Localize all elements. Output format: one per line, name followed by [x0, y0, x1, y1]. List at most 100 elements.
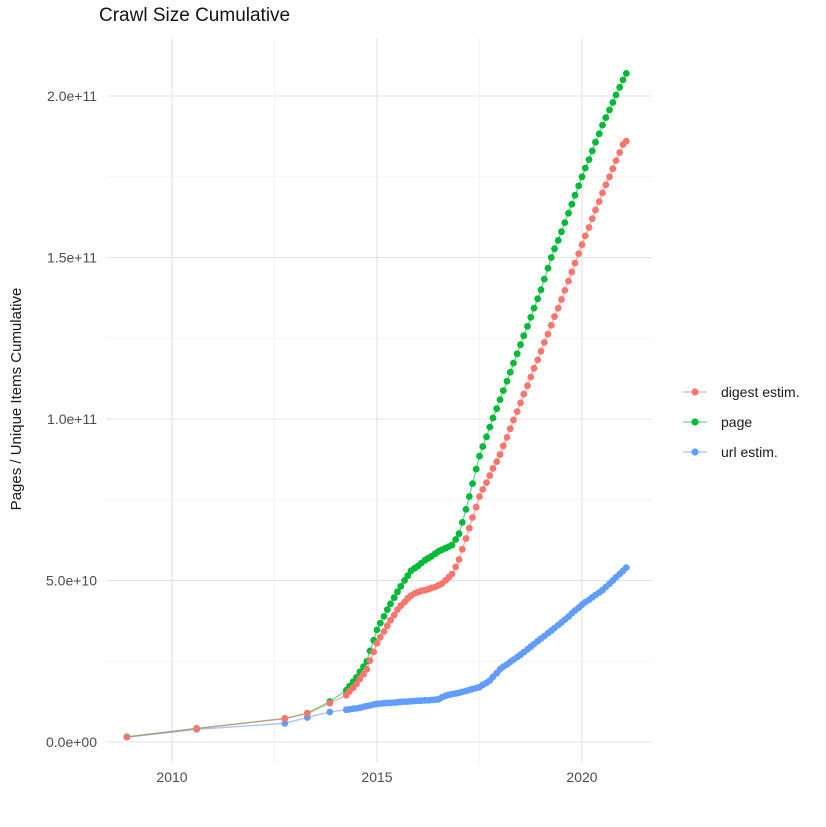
data-point — [360, 670, 367, 678]
data-point — [568, 200, 576, 208]
data-point — [581, 232, 589, 240]
data-point — [530, 364, 538, 372]
data-point — [383, 622, 391, 630]
data-point — [193, 725, 201, 733]
data-point — [472, 503, 480, 511]
data-point — [458, 545, 466, 553]
data-point — [588, 147, 596, 155]
data-point — [595, 130, 603, 138]
data-point — [486, 472, 494, 479]
data-point — [540, 339, 548, 346]
data-point — [561, 287, 569, 294]
data-point — [479, 443, 487, 450]
legend-label: digest estim. — [721, 384, 800, 400]
legend: digest estim. page url estim. — [681, 377, 800, 467]
data-point — [452, 563, 460, 571]
data-point — [448, 570, 456, 578]
data-point — [581, 164, 589, 172]
data-point — [326, 708, 334, 716]
data-point — [506, 425, 514, 433]
series-url-estim — [123, 564, 630, 741]
grid-major — [106, 38, 652, 763]
data-point — [547, 254, 555, 261]
data-point — [373, 626, 381, 634]
data-point — [404, 572, 412, 580]
data-point — [619, 76, 627, 84]
data-point — [524, 382, 531, 390]
data-point — [622, 70, 630, 77]
data-point — [599, 121, 606, 129]
legend-item: url estim. — [681, 437, 800, 467]
x-tick-label: 2015 — [361, 769, 392, 785]
y-tick-label: 1.5e+11 — [47, 250, 97, 266]
data-point — [622, 564, 630, 571]
data-point — [540, 275, 548, 283]
y-tick-label: 2.0e+11 — [47, 88, 97, 104]
data-point — [397, 582, 405, 590]
x-tick-label: 2020 — [566, 769, 597, 785]
data-point — [510, 416, 517, 424]
data-point — [551, 313, 558, 320]
data-point — [524, 322, 531, 330]
chart-title: Crawl Size Cumulative — [99, 5, 291, 26]
data-point — [353, 680, 360, 688]
data-point — [123, 733, 131, 741]
data-point — [483, 479, 490, 486]
data-point — [612, 91, 620, 99]
data-point — [609, 99, 617, 106]
data-point — [578, 173, 586, 181]
data-point — [575, 182, 583, 190]
data-point — [527, 313, 535, 321]
data-point — [616, 83, 624, 91]
data-point — [592, 206, 599, 214]
data-point — [303, 710, 311, 717]
data-point — [496, 451, 504, 458]
data-point — [380, 628, 388, 635]
data-point — [565, 277, 572, 285]
axis-tick-labels: 0.0e+00 5.0e+10 1.0e+11 1.5e+11 2.0e+11 2010 2… — [46, 88, 598, 785]
data-point — [517, 341, 524, 349]
data-point — [486, 423, 494, 431]
data-point — [472, 465, 480, 473]
data-point — [383, 606, 391, 613]
data-point — [612, 157, 620, 165]
data-point — [390, 594, 398, 601]
x-tick-label: 2010 — [156, 769, 187, 785]
data-point — [356, 675, 364, 683]
data-point — [370, 648, 378, 656]
data-point — [513, 350, 521, 358]
legend-key-point — [691, 448, 699, 456]
data-point — [585, 224, 593, 231]
data-point — [499, 442, 507, 450]
data-point — [510, 359, 517, 367]
y-tick-label: 5.0e+10 — [46, 573, 97, 589]
data-point — [592, 138, 599, 146]
data-point — [530, 304, 538, 312]
data-point — [616, 149, 624, 156]
data-point — [520, 390, 528, 398]
data-point — [602, 181, 610, 189]
data-point — [503, 377, 511, 385]
data-point — [489, 414, 497, 422]
data-point — [554, 304, 562, 312]
data-point — [493, 458, 501, 465]
data-point — [401, 577, 408, 584]
data-point — [571, 191, 579, 199]
data-point — [469, 480, 476, 487]
data-point — [568, 268, 576, 276]
data-point — [520, 332, 528, 340]
data-point — [476, 452, 483, 460]
data-point — [606, 173, 613, 181]
data-point — [503, 434, 511, 441]
data-point — [534, 356, 542, 364]
data-point — [380, 613, 388, 620]
data-point — [609, 165, 617, 173]
data-point — [544, 264, 552, 272]
data-point — [599, 189, 606, 197]
data-point — [462, 535, 470, 542]
legend-item: digest estim. — [681, 377, 800, 407]
series-line — [126, 73, 627, 738]
legend-key-icon — [683, 448, 707, 456]
data-point — [326, 699, 334, 707]
grid-minor — [106, 38, 652, 763]
